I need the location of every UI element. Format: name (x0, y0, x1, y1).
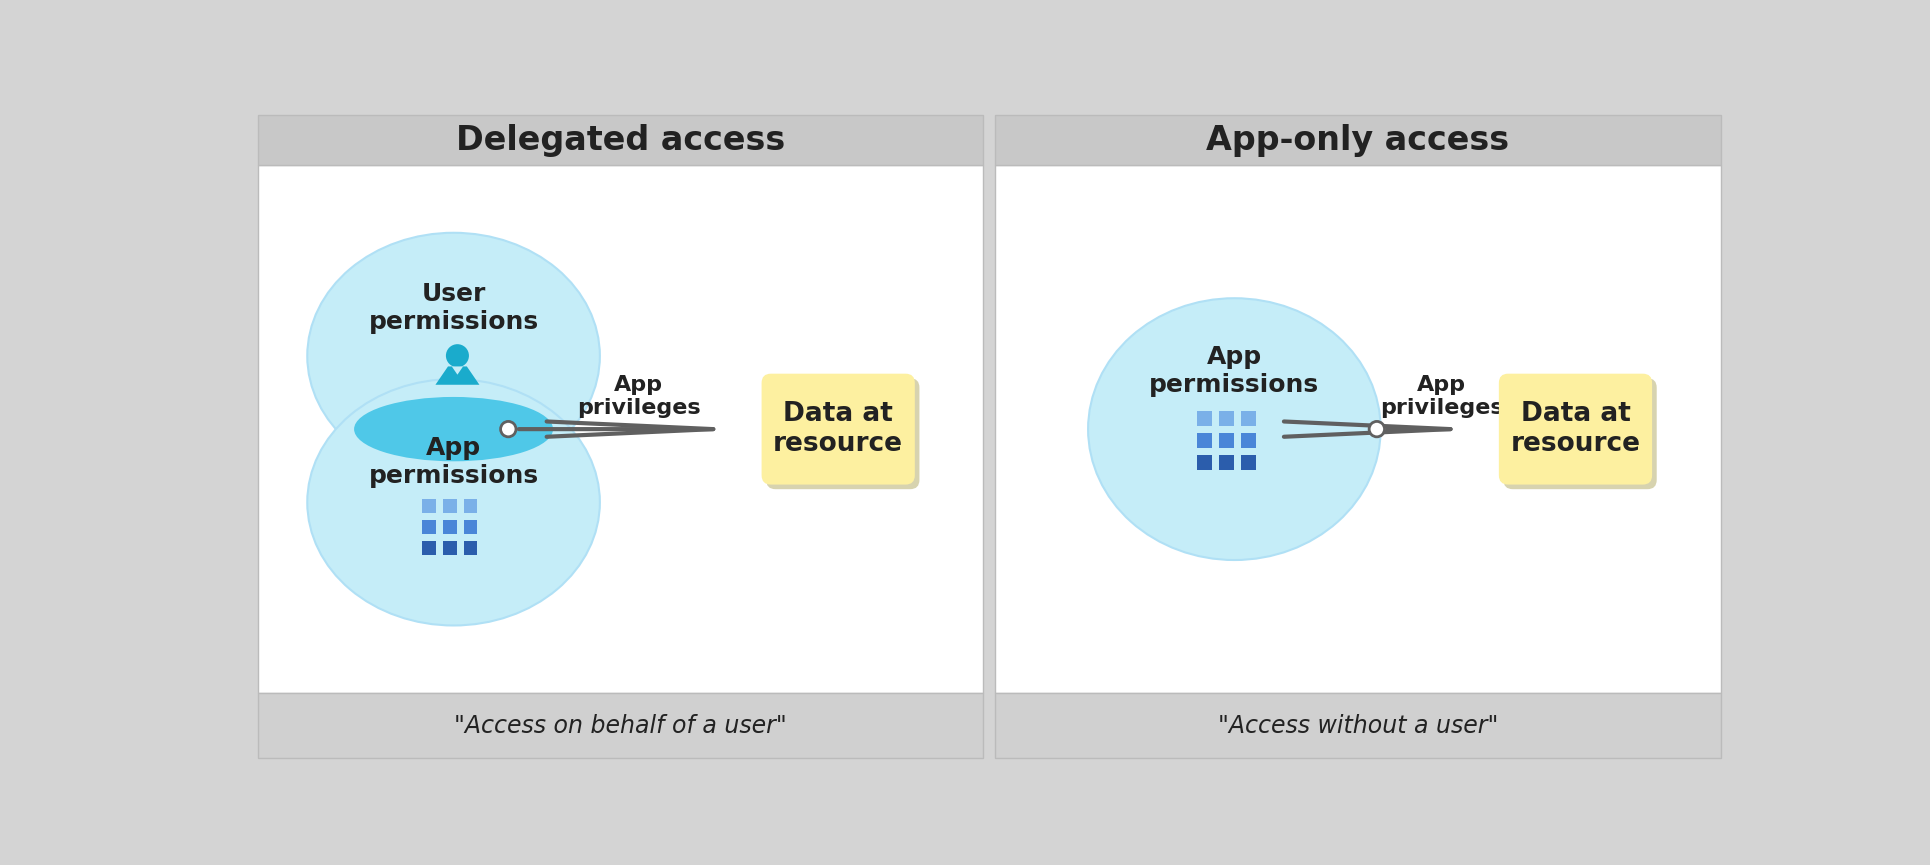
Ellipse shape (307, 379, 600, 625)
Ellipse shape (1089, 298, 1380, 560)
Text: "Access without a user": "Access without a user" (1218, 714, 1498, 738)
FancyBboxPatch shape (1220, 433, 1233, 448)
Text: App
privileges: App privileges (1380, 375, 1503, 419)
FancyBboxPatch shape (762, 374, 915, 484)
FancyBboxPatch shape (442, 520, 457, 534)
FancyBboxPatch shape (1241, 455, 1256, 470)
FancyBboxPatch shape (766, 378, 919, 490)
Circle shape (1368, 421, 1384, 437)
Circle shape (446, 344, 469, 368)
Text: App-only access: App-only access (1206, 124, 1509, 157)
FancyBboxPatch shape (1500, 374, 1652, 484)
FancyBboxPatch shape (463, 541, 477, 554)
FancyBboxPatch shape (994, 165, 1722, 693)
Circle shape (500, 421, 515, 437)
Text: App
permissions: App permissions (1150, 345, 1320, 397)
FancyBboxPatch shape (1241, 433, 1256, 448)
Text: App
permissions: App permissions (369, 436, 538, 488)
FancyBboxPatch shape (1197, 412, 1212, 426)
Ellipse shape (353, 397, 554, 461)
Text: Data at
resource: Data at resource (1511, 401, 1640, 457)
Text: App
privileges: App privileges (577, 375, 701, 419)
FancyBboxPatch shape (1220, 412, 1233, 426)
FancyBboxPatch shape (463, 520, 477, 534)
FancyBboxPatch shape (257, 693, 984, 759)
FancyBboxPatch shape (423, 520, 436, 534)
FancyBboxPatch shape (423, 499, 436, 513)
FancyBboxPatch shape (257, 115, 984, 165)
FancyBboxPatch shape (463, 499, 477, 513)
FancyBboxPatch shape (423, 541, 436, 554)
Polygon shape (436, 367, 479, 385)
FancyBboxPatch shape (442, 499, 457, 513)
Text: User
permissions: User permissions (369, 282, 538, 334)
FancyBboxPatch shape (1241, 412, 1256, 426)
FancyBboxPatch shape (1220, 455, 1233, 470)
Polygon shape (452, 367, 463, 375)
Ellipse shape (307, 233, 600, 479)
FancyBboxPatch shape (1197, 455, 1212, 470)
FancyBboxPatch shape (1197, 433, 1212, 448)
Text: "Access on behalf of a user": "Access on behalf of a user" (454, 714, 787, 738)
FancyBboxPatch shape (1503, 378, 1656, 490)
FancyBboxPatch shape (994, 115, 1722, 165)
Text: Delegated access: Delegated access (455, 124, 786, 157)
FancyBboxPatch shape (994, 693, 1722, 759)
FancyBboxPatch shape (257, 165, 984, 693)
Text: Data at
resource: Data at resource (774, 401, 903, 457)
FancyBboxPatch shape (442, 541, 457, 554)
